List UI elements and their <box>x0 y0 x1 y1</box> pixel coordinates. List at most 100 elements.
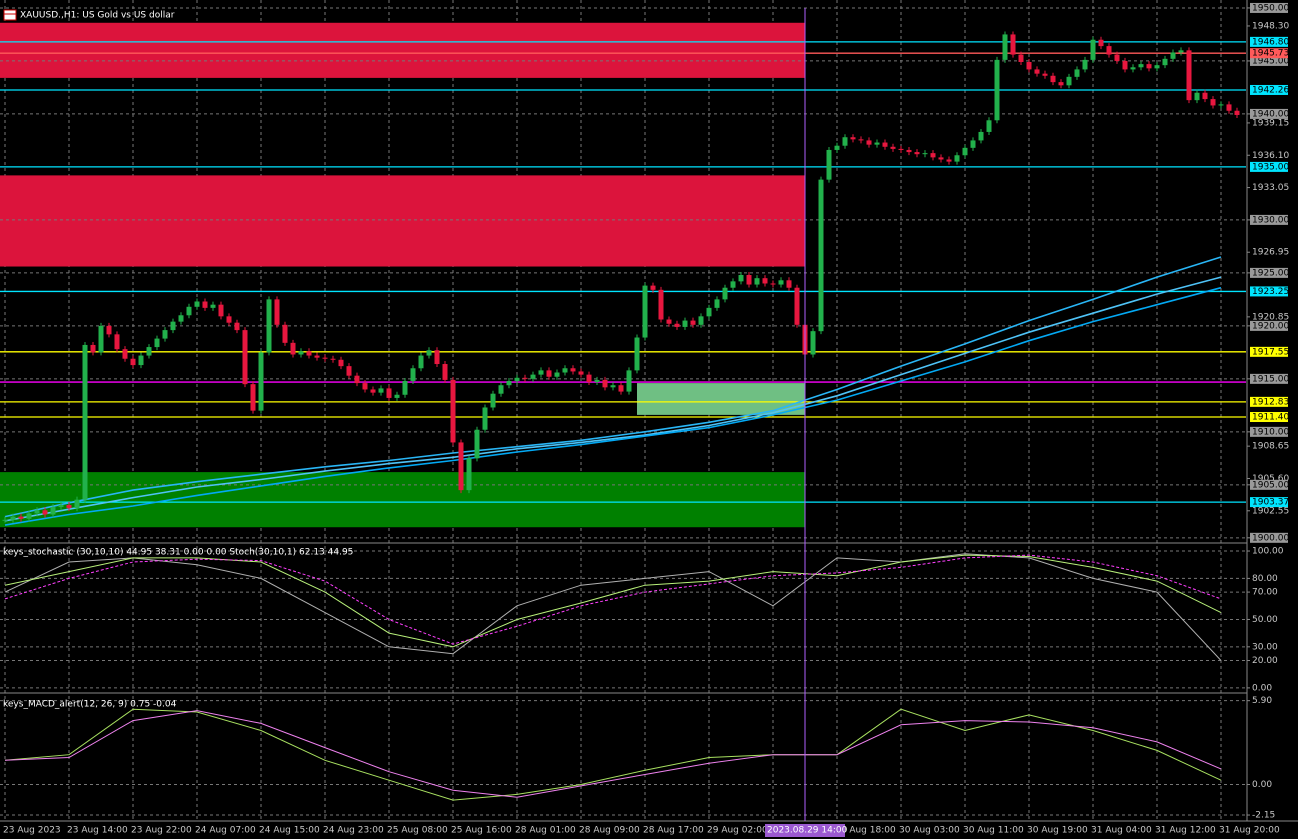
level-label: 1946.80 <box>1252 37 1289 47</box>
candle <box>1210 99 1216 106</box>
candle <box>842 137 848 146</box>
y-tick-label: 1936.10 <box>1252 151 1289 161</box>
candle <box>194 301 200 307</box>
candle <box>1098 39 1104 47</box>
level-box <box>1250 286 1288 297</box>
candle <box>762 278 768 284</box>
candle <box>1194 92 1200 101</box>
candle <box>506 380 512 386</box>
y-tick-label: 1920.85 <box>1252 312 1289 322</box>
y-tick-label: 1920.00 <box>1252 321 1289 331</box>
candle <box>130 358 136 366</box>
candle <box>906 149 912 153</box>
candle <box>290 342 296 355</box>
candle <box>250 384 256 411</box>
moving-average <box>4 276 1222 522</box>
candle <box>642 285 648 338</box>
candle <box>386 388 392 398</box>
x-tick-label: 23 Aug 14:00 <box>67 826 128 836</box>
candle <box>394 394 400 398</box>
candle <box>882 142 888 147</box>
candle <box>770 283 776 285</box>
candle <box>1050 75 1056 83</box>
level-label: 1911.40 <box>1252 413 1289 423</box>
y-tick-label: 1910.00 <box>1252 427 1289 437</box>
candle <box>450 379 456 443</box>
candle <box>634 337 640 371</box>
candle <box>1026 61 1032 70</box>
candle <box>162 330 168 339</box>
candle <box>1178 50 1184 53</box>
candle <box>98 325 104 353</box>
y-tick-label: 1908.65 <box>1252 442 1289 452</box>
candle <box>570 368 576 372</box>
level-box <box>1250 161 1288 172</box>
candle <box>122 349 128 359</box>
y-tick-label: 1930.00 <box>1252 215 1289 225</box>
candle <box>50 507 56 515</box>
candle <box>282 324 288 343</box>
candle <box>482 407 488 430</box>
x-tick-label: 30 Aug 11:00 <box>963 826 1024 836</box>
x-tick-label: 31 Aug 12:00 <box>1155 826 1216 836</box>
candle <box>1090 39 1096 60</box>
candle <box>314 355 320 358</box>
y-tick-label: 1926.95 <box>1252 248 1289 258</box>
candle <box>298 351 304 355</box>
y-tick-label: 1905.60 <box>1252 474 1289 484</box>
x-tick-label: 24 Aug 23:00 <box>323 826 384 836</box>
candle <box>178 315 184 322</box>
candle <box>1154 65 1160 69</box>
candle <box>1130 67 1136 70</box>
level-box <box>1250 346 1288 357</box>
candle <box>1058 82 1064 86</box>
candle <box>1186 50 1192 101</box>
candle <box>410 368 416 381</box>
candle <box>306 351 312 356</box>
level-box <box>1250 497 1288 508</box>
candle <box>626 370 632 392</box>
candle <box>74 499 80 509</box>
candle <box>1066 76 1072 86</box>
y-tick-label: 5.90 <box>1252 696 1272 706</box>
candle <box>1082 59 1088 70</box>
candle <box>898 148 904 150</box>
candle <box>858 139 864 141</box>
tick-box <box>1250 479 1288 490</box>
candle <box>442 364 448 380</box>
indicator-line <box>4 554 1222 645</box>
candle <box>242 330 248 385</box>
candle <box>106 325 112 335</box>
x-tick-label: 28 Aug 17:00 <box>643 826 704 836</box>
tick-box <box>1250 2 1288 13</box>
candle <box>706 307 712 317</box>
cursor-label: 2023.08.29 14:00 <box>767 826 848 836</box>
y-tick-label: 1915.00 <box>1252 374 1289 384</box>
indicator-line <box>4 710 1222 798</box>
y-tick-label: 1900.00 <box>1252 533 1289 543</box>
candle <box>546 370 552 377</box>
candle <box>1234 110 1240 115</box>
candle <box>202 301 208 308</box>
x-tick-label: 30 Aug 03:00 <box>899 826 960 836</box>
candle <box>738 275 744 282</box>
candle <box>418 355 424 369</box>
x-tick-label: 28 Aug 09:00 <box>579 826 640 836</box>
candle <box>1162 58 1168 66</box>
candle <box>1146 64 1152 69</box>
symbol-icon <box>3 9 17 21</box>
candle <box>1074 69 1080 77</box>
candle <box>146 347 152 356</box>
candle <box>186 306 192 316</box>
y-tick-label: 20.00 <box>1252 656 1278 666</box>
candle <box>466 458 472 491</box>
y-tick-label: 80.00 <box>1252 574 1278 584</box>
candle <box>1034 69 1040 74</box>
candle <box>66 504 72 509</box>
candle <box>58 504 64 508</box>
y-tick-label: 1933.05 <box>1252 183 1289 193</box>
candle <box>2 519 8 521</box>
candle <box>786 280 792 288</box>
candle <box>610 385 616 388</box>
